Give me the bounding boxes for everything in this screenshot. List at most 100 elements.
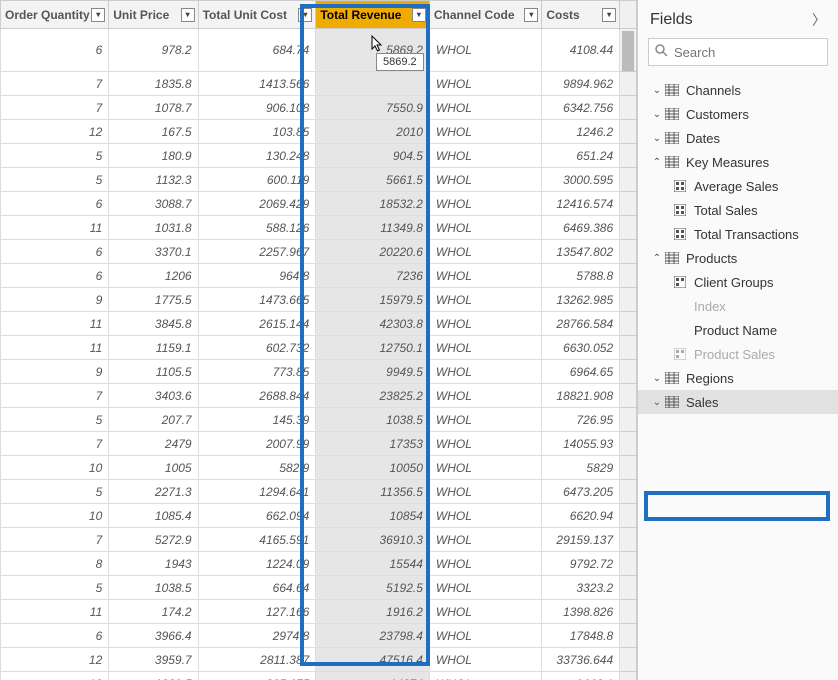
cell-channel-code[interactable]: WHOL [429,552,541,576]
cell-unit-price[interactable]: 1005 [109,456,198,480]
cell-total-unit-cost[interactable]: 2069.429 [198,192,316,216]
scrollbar-track[interactable] [620,432,637,456]
table-channels[interactable]: ⌄ Channels [638,78,838,102]
scrollbar-track[interactable] [620,216,637,240]
cell-total-revenue[interactable]: 5661.5 [316,168,430,192]
scrollbar-track[interactable] [620,264,637,288]
expand-icon[interactable]: ⌄ [650,397,664,408]
cell-order-quantity[interactable]: 12 [1,672,109,680]
cell-total-revenue[interactable]: 42303.8 [316,312,430,336]
scrollbar-track[interactable] [620,480,637,504]
cell-unit-price[interactable]: 3959.7 [109,648,198,672]
cell-unit-price[interactable]: 207.7 [109,408,198,432]
field-product-name[interactable]: Product Name [638,318,838,342]
cell-total-revenue[interactable]: 18532.2 [316,192,430,216]
header-unit-price[interactable]: Unit Price ▾ [109,1,198,29]
cell-channel-code[interactable]: WHOL [429,240,541,264]
cell-order-quantity[interactable]: 7 [1,72,109,96]
cell-order-quantity[interactable]: 6 [1,192,109,216]
table-row[interactable]: 71835.81413.566WHOL9894.962 [1,72,637,96]
cell-unit-price[interactable]: 180.9 [109,144,198,168]
cell-total-revenue[interactable]: 15979.5 [316,288,430,312]
scrollbar-track[interactable] [620,168,637,192]
header-total-revenue[interactable]: Total Revenue ▾ [316,1,430,29]
header-costs[interactable]: Costs ▾ [542,1,620,29]
scrollbar-thumb[interactable] [622,31,634,71]
cell-total-revenue[interactable]: 23798.4 [316,624,430,648]
table-row[interactable]: 5207.7145.391038.5WHOL726.95 [1,408,637,432]
cell-total-unit-cost[interactable]: 103.85 [198,120,316,144]
cell-unit-price[interactable]: 2271.3 [109,480,198,504]
cell-total-unit-cost[interactable]: 664.64 [198,576,316,600]
cell-order-quantity[interactable]: 6 [1,29,109,72]
cell-channel-code[interactable]: WHOL [429,168,541,192]
header-order-quantity[interactable]: Order Quantity ▾ [1,1,109,29]
cell-unit-price[interactable]: 1078.7 [109,96,198,120]
cell-unit-price[interactable]: 5272.9 [109,528,198,552]
cell-order-quantity[interactable]: 5 [1,408,109,432]
cell-total-revenue[interactable]: 20220.6 [316,240,430,264]
table-row[interactable]: 11174.2127.1661916.2WHOL1398.826 [1,600,637,624]
cell-order-quantity[interactable]: 11 [1,216,109,240]
cell-channel-code[interactable]: WHOL [429,312,541,336]
cell-order-quantity[interactable]: 12 [1,648,109,672]
cell-total-unit-cost[interactable]: 684.74 [198,29,316,72]
scrollbar-track[interactable] [620,144,637,168]
cell-channel-code[interactable]: WHOL [429,29,541,72]
cell-unit-price[interactable]: 3370.1 [109,240,198,264]
table-key-measures[interactable]: ⌃ Key Measures [638,150,838,174]
cell-costs[interactable]: 14055.93 [542,432,620,456]
scrollbar-track[interactable] [620,72,637,96]
cell-order-quantity[interactable]: 9 [1,360,109,384]
cell-order-quantity[interactable]: 7 [1,96,109,120]
cell-unit-price[interactable]: 1775.5 [109,288,198,312]
scrollbar-track[interactable] [620,96,637,120]
cell-costs[interactable]: 6342.756 [542,96,620,120]
scrollbar-track[interactable] [620,336,637,360]
scrollbar-track[interactable] [620,120,637,144]
table-regions[interactable]: ⌄ Regions [638,366,838,390]
table-row[interactable]: 5180.9130.248904.5WHOL651.24 [1,144,637,168]
scrollbar-track[interactable] [620,504,637,528]
cell-total-revenue[interactable]: 7236 [316,264,430,288]
scrollbar-track[interactable] [620,552,637,576]
table-row[interactable]: 75272.94165.59136910.3WHOL29159.137 [1,528,637,552]
cell-total-unit-cost[interactable]: 2615.144 [198,312,316,336]
cell-order-quantity[interactable]: 9 [1,288,109,312]
table-row[interactable]: 73403.62688.84423825.2WHOL18821.908 [1,384,637,408]
cell-total-revenue[interactable]: 10854 [316,504,430,528]
table-row[interactable]: 101005582.910050WHOL5829 [1,456,637,480]
cell-channel-code[interactable]: WHOL [429,288,541,312]
scrollbar-track[interactable] [620,360,637,384]
cell-total-unit-cost[interactable]: 662.094 [198,504,316,528]
cell-unit-price[interactable]: 3088.7 [109,192,198,216]
cell-channel-code[interactable]: WHOL [429,144,541,168]
cell-order-quantity[interactable]: 10 [1,504,109,528]
table-row[interactable]: 121239.5805.67514874WHOL9668.1 [1,672,637,680]
table-row[interactable]: 111031.8588.12611349.8WHOL6469.386 [1,216,637,240]
cell-total-revenue[interactable]: 15544 [316,552,430,576]
cell-channel-code[interactable]: WHOL [429,600,541,624]
cell-channel-code[interactable]: WHOL [429,96,541,120]
cell-costs[interactable]: 726.95 [542,408,620,432]
cell-costs[interactable]: 6469.386 [542,216,620,240]
cell-total-unit-cost[interactable]: 2688.844 [198,384,316,408]
collapse-pane-icon[interactable]: 〉 [812,10,826,30]
fields-search-input[interactable] [674,45,821,60]
cell-costs[interactable]: 13547.802 [542,240,620,264]
cell-order-quantity[interactable]: 10 [1,456,109,480]
cell-total-revenue[interactable]: 17353 [316,432,430,456]
expand-icon[interactable]: ⌄ [650,133,664,144]
cell-channel-code[interactable]: WHOL [429,120,541,144]
cell-channel-code[interactable]: WHOL [429,360,541,384]
cell-total-unit-cost[interactable]: 602.732 [198,336,316,360]
cell-total-unit-cost[interactable]: 1294.641 [198,480,316,504]
cell-costs[interactable]: 13262.985 [542,288,620,312]
fields-pane-header[interactable]: Fields 〉 [638,6,838,38]
cell-channel-code[interactable]: WHOL [429,384,541,408]
cell-costs[interactable]: 29159.137 [542,528,620,552]
field-product-sales[interactable]: Product Sales [638,342,838,366]
cell-total-unit-cost[interactable]: 2257.967 [198,240,316,264]
cell-costs[interactable]: 5829 [542,456,620,480]
table-customers[interactable]: ⌄ Customers [638,102,838,126]
